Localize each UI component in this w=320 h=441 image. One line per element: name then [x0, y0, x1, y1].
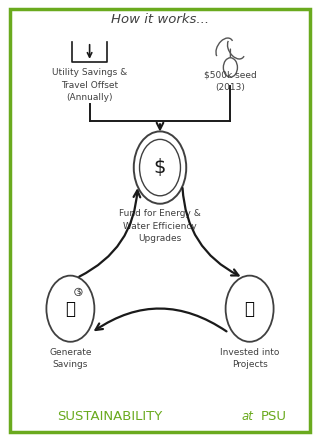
Text: Utility Savings &
Travel Offset
(Annually): Utility Savings & Travel Offset (Annuall… [52, 68, 127, 102]
Text: 🚿: 🚿 [244, 300, 255, 318]
Circle shape [46, 276, 94, 342]
Text: $: $ [154, 158, 166, 177]
Text: Invested into
Projects: Invested into Projects [220, 348, 279, 369]
Text: $500k seed
(2013): $500k seed (2013) [204, 71, 257, 92]
Text: Generate
Savings: Generate Savings [49, 348, 92, 369]
Circle shape [140, 139, 180, 196]
Circle shape [226, 276, 274, 342]
Text: Fund for Energy &
Water Efficiency
Upgrades: Fund for Energy & Water Efficiency Upgra… [119, 209, 201, 243]
Text: SUSTAINABILITY: SUSTAINABILITY [58, 410, 163, 423]
Text: at: at [242, 410, 254, 423]
Circle shape [223, 58, 237, 77]
Circle shape [134, 131, 186, 204]
Text: 🐷: 🐷 [65, 300, 76, 318]
Text: $: $ [76, 289, 81, 295]
Text: PSU: PSU [261, 410, 287, 423]
Text: How it works...: How it works... [111, 13, 209, 26]
